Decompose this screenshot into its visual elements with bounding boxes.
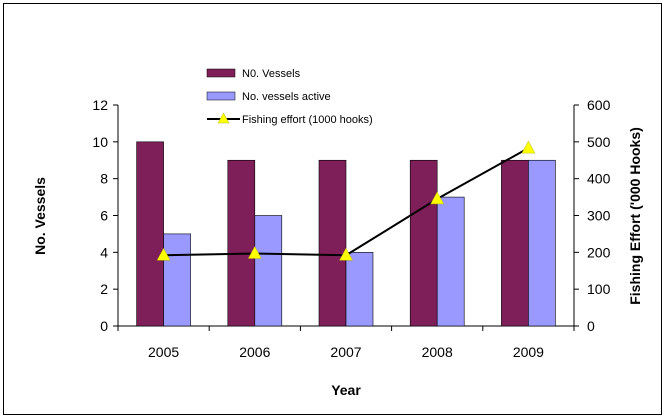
legend-swatch-vessels <box>206 68 236 78</box>
bar-active-2005 <box>163 233 191 327</box>
x-tick-label: 2009 <box>513 344 544 360</box>
bar-active-2007 <box>345 252 374 327</box>
legend-marker-effort <box>217 112 230 124</box>
legend-swatch-active <box>206 91 236 101</box>
bars <box>136 141 556 327</box>
y-left-tick-label: 0 <box>100 318 108 334</box>
legend-label-effort: Fishing effort (1000 hooks) <box>242 114 373 126</box>
effort-marker-2009 <box>521 140 536 154</box>
y-left-tick-label: 4 <box>100 244 108 260</box>
y-right-tick-label: 200 <box>587 244 611 260</box>
y-left-tick-label: 2 <box>100 281 108 297</box>
x-tick-label: 2008 <box>422 344 453 360</box>
y-left-tick-label: 8 <box>100 171 108 187</box>
y-right-tick-label: 100 <box>587 281 611 297</box>
y-right-tick-label: 0 <box>587 318 595 334</box>
bar-active-2009 <box>528 159 556 327</box>
y-right-tick-label: 600 <box>587 97 611 113</box>
y-left-tick-label: 10 <box>92 134 108 150</box>
y-right-tick-label: 400 <box>587 171 611 187</box>
y-axis-left-title: No. Vessels <box>32 177 48 255</box>
x-tick-label: 2006 <box>239 344 270 360</box>
y-left-tick-label: 12 <box>92 97 108 113</box>
y-right-tick-label: 300 <box>587 208 611 224</box>
legend-label-active: No. vessels active <box>242 91 331 103</box>
effort-marker-2008 <box>430 191 445 205</box>
bar-vessels-2006 <box>227 159 256 327</box>
legend-label-vessels: N0. Vessels <box>242 68 301 80</box>
y-left-tick-label: 6 <box>100 208 108 224</box>
effort-marker-2006 <box>247 245 262 259</box>
y-right-tick-label: 500 <box>587 134 611 150</box>
bar-active-2006 <box>254 215 283 327</box>
legend: N0. Vessels No. vessels active Fishing e… <box>206 68 373 126</box>
x-tick-label: 2005 <box>148 344 179 360</box>
bar-vessels-2009 <box>501 159 529 327</box>
effort-line-series <box>156 140 536 261</box>
bar-vessels-2008 <box>409 159 438 327</box>
ticks: 0 2 4 6 8 10 12 0 100 200 300 400 500 600 2005 2006 2007… <box>92 97 610 360</box>
y-axis-right-title: Fishing Effort ('000 Hooks) <box>627 127 643 305</box>
bar-active-2008 <box>436 196 465 327</box>
bar-vessels-2005 <box>136 141 164 327</box>
effort-marker-2007 <box>339 247 353 261</box>
x-axis-title: Year <box>331 382 361 398</box>
bar-vessels-2007 <box>318 159 347 327</box>
x-tick-label: 2007 <box>330 344 361 360</box>
effort-marker-2005 <box>156 247 171 261</box>
